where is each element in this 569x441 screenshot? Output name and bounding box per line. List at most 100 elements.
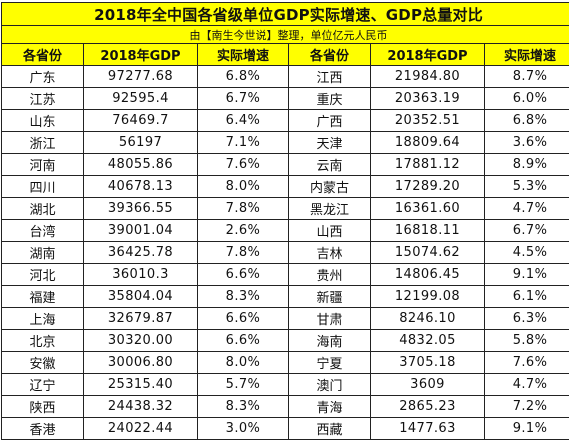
table-row: 河北 36010.3 6.6% 贵州 14806.45 9.1%: [1, 263, 569, 286]
gdp-value-cell: 24438.32: [83, 395, 198, 418]
gdp-value-cell: 17289.20: [370, 175, 485, 198]
table-row: 福建 35804.04 8.3% 新疆 12199.08 6.1%: [1, 285, 569, 308]
gdp-value-cell: 4832.05: [370, 329, 485, 352]
column-header-row: 各省份 2018年GDP 实际增速 各省份 2018年GDP 实际增速: [1, 43, 569, 66]
province-name-cell: 山西: [288, 219, 371, 242]
growth-rate-cell: 4.7%: [483, 197, 569, 220]
province-name-cell: 甘肃: [288, 307, 371, 330]
table-row: 台湾 39001.04 2.6% 山西 16818.11 6.7%: [1, 219, 569, 242]
province-name-cell: 湖南: [1, 241, 84, 264]
province-name-cell: 青海: [288, 395, 371, 418]
province-name-cell: 陕西: [1, 395, 84, 418]
growth-rate-cell: 4.5%: [483, 241, 569, 264]
growth-rate-cell: 8.3%: [197, 395, 289, 418]
header-province-right: 各省份: [288, 43, 371, 66]
table-subtitle: 由【南生今世说】整理，单位亿元人民币: [0, 25, 569, 44]
growth-rate-cell: 6.1%: [483, 285, 569, 308]
province-name-cell: 北京: [1, 329, 84, 352]
gdp-value-cell: 3705.18: [370, 351, 485, 374]
growth-rate-cell: 6.7%: [197, 87, 289, 110]
gdp-value-cell: 21984.80: [370, 65, 485, 88]
province-name-cell: 山东: [1, 109, 84, 132]
province-name-cell: 河北: [1, 263, 84, 286]
growth-rate-cell: 6.3%: [483, 307, 569, 330]
growth-rate-cell: 3.6%: [483, 131, 569, 154]
province-name-cell: 江西: [288, 65, 371, 88]
gdp-value-cell: 18809.64: [370, 131, 485, 154]
province-name-cell: 四川: [1, 175, 84, 198]
gdp-value-cell: 39366.55: [83, 197, 198, 220]
header-gdp-right: 2018年GDP: [370, 43, 485, 66]
gdp-value-cell: 12199.08: [370, 285, 485, 308]
gdp-value-cell: 97277.68: [83, 65, 198, 88]
growth-rate-cell: 7.1%: [197, 131, 289, 154]
gdp-value-cell: 24022.44: [83, 417, 198, 440]
table-row: 香港 24022.44 3.0% 西藏 1477.63 9.1%: [1, 417, 569, 440]
table-row: 江苏 92595.4 6.7% 重庆 20363.19 6.0%: [1, 87, 569, 110]
province-name-cell: 西藏: [288, 417, 371, 440]
growth-rate-cell: 9.1%: [483, 417, 569, 440]
growth-rate-cell: 7.6%: [197, 153, 289, 176]
table-row: 河南 48055.86 7.6% 云南 17881.12 8.9%: [1, 153, 569, 176]
gdp-value-cell: 16361.60: [370, 197, 485, 220]
table-title: 2018年全中国各省级单位GDP实际增速、GDP总量对比: [0, 2, 569, 26]
gdp-value-cell: 35804.04: [83, 285, 198, 308]
table-row: 上海 32679.87 6.6% 甘肃 8246.10 6.3%: [1, 307, 569, 330]
province-name-cell: 广西: [288, 109, 371, 132]
growth-rate-cell: 5.7%: [197, 373, 289, 396]
table-row: 广东 97277.68 6.8% 江西 21984.80 8.7%: [1, 65, 569, 88]
gdp-value-cell: 14806.45: [370, 263, 485, 286]
gdp-value-cell: 40678.13: [83, 175, 198, 198]
province-name-cell: 云南: [288, 153, 371, 176]
gdp-value-cell: 39001.04: [83, 219, 198, 242]
province-name-cell: 吉林: [288, 241, 371, 264]
province-name-cell: 台湾: [1, 219, 84, 242]
header-gdp-left: 2018年GDP: [83, 43, 198, 66]
gdp-value-cell: 56197: [83, 131, 198, 154]
growth-rate-cell: 3.0%: [197, 417, 289, 440]
table-row: 山东 76469.7 6.4% 广西 20352.51 6.8%: [1, 109, 569, 132]
gdp-value-cell: 36010.3: [83, 263, 198, 286]
gdp-value-cell: 8246.10: [370, 307, 485, 330]
table-body: 广东 97277.68 6.8% 江西 21984.80 8.7% 江苏 92595.4 6.7…: [1, 65, 569, 440]
growth-rate-cell: 6.8%: [483, 109, 569, 132]
gdp-value-cell: 1477.63: [370, 417, 485, 440]
table-row: 安徽 30006.80 8.0% 宁夏 3705.18 7.6%: [1, 351, 569, 374]
gdp-value-cell: 30006.80: [83, 351, 198, 374]
table-row: 湖南 36425.78 7.8% 吉林 15074.62 4.5%: [1, 241, 569, 264]
gdp-value-cell: 25315.40: [83, 373, 198, 396]
province-name-cell: 内蒙古: [288, 175, 371, 198]
growth-rate-cell: 6.6%: [197, 307, 289, 330]
growth-rate-cell: 7.8%: [197, 241, 289, 264]
growth-rate-cell: 6.6%: [197, 329, 289, 352]
growth-rate-cell: 7.8%: [197, 197, 289, 220]
growth-rate-cell: 8.3%: [197, 285, 289, 308]
gdp-value-cell: 48055.86: [83, 153, 198, 176]
province-name-cell: 海南: [288, 329, 371, 352]
province-name-cell: 黑龙江: [288, 197, 371, 220]
gdp-value-cell: 15074.62: [370, 241, 485, 264]
header-rate-left: 实际增速: [197, 43, 289, 66]
gdp-value-cell: 32679.87: [83, 307, 198, 330]
growth-rate-cell: 7.2%: [483, 395, 569, 418]
growth-rate-cell: 8.9%: [483, 153, 569, 176]
growth-rate-cell: 6.7%: [483, 219, 569, 242]
gdp-value-cell: 30320.00: [83, 329, 198, 352]
growth-rate-cell: 9.1%: [483, 263, 569, 286]
growth-rate-cell: 7.6%: [483, 351, 569, 374]
province-name-cell: 湖北: [1, 197, 84, 220]
growth-rate-cell: 8.0%: [197, 175, 289, 198]
growth-rate-cell: 4.7%: [483, 373, 569, 396]
province-name-cell: 福建: [1, 285, 84, 308]
province-name-cell: 浙江: [1, 131, 84, 154]
province-name-cell: 安徽: [1, 351, 84, 374]
province-name-cell: 宁夏: [288, 351, 371, 374]
header-province-left: 各省份: [1, 43, 84, 66]
growth-rate-cell: 8.0%: [197, 351, 289, 374]
growth-rate-cell: 6.8%: [197, 65, 289, 88]
province-name-cell: 重庆: [288, 87, 371, 110]
gdp-value-cell: 20363.19: [370, 87, 485, 110]
province-name-cell: 辽宁: [1, 373, 84, 396]
province-name-cell: 河南: [1, 153, 84, 176]
